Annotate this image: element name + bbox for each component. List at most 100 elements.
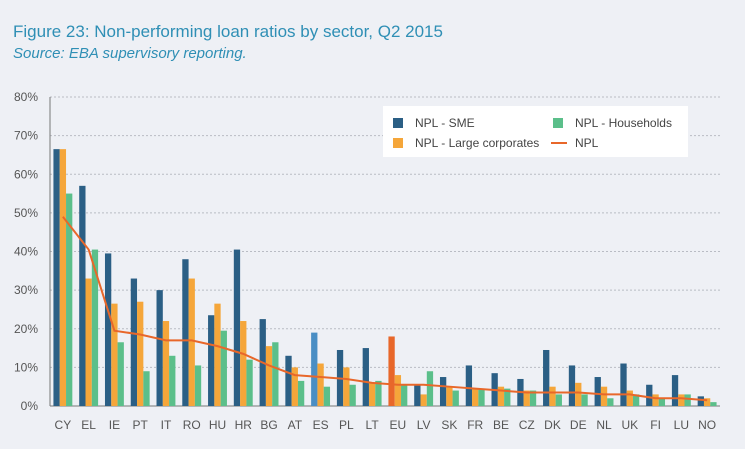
figure-title-text: Non-performing loan ratios by sector, Q2… — [94, 22, 443, 41]
bar — [504, 388, 511, 406]
bar — [452, 390, 459, 406]
bar — [323, 386, 331, 406]
x-tick-label: HU — [209, 418, 226, 432]
bar — [194, 365, 202, 406]
bar — [632, 394, 640, 406]
x-tick-label: DK — [544, 418, 561, 432]
y-tick-label: 0% — [21, 399, 39, 413]
bar — [394, 375, 402, 406]
bar — [703, 398, 711, 406]
bar — [575, 382, 582, 406]
legend-label: NPL — [575, 136, 599, 150]
bar — [529, 390, 537, 406]
bar — [671, 375, 679, 406]
x-tick-label: SK — [441, 418, 457, 432]
bar — [697, 396, 704, 406]
y-tick-label: 60% — [14, 167, 38, 181]
x-tick-label: AT — [288, 418, 303, 432]
bar — [162, 321, 170, 406]
x-tick-label: BG — [260, 418, 277, 432]
bar — [652, 394, 659, 406]
legend-label: NPL - Large corporates — [415, 136, 539, 150]
bar — [104, 253, 112, 406]
bar — [439, 377, 447, 406]
y-tick-label: 50% — [14, 206, 38, 220]
bar — [710, 402, 717, 406]
bar — [59, 149, 67, 407]
npl-line — [62, 216, 708, 402]
x-tick-label: FI — [650, 418, 661, 432]
bar — [678, 394, 685, 406]
bar — [117, 342, 124, 406]
bar — [646, 384, 653, 406]
bar — [317, 363, 324, 406]
x-tick-label: PT — [133, 418, 149, 432]
bar — [79, 185, 86, 406]
legend-label: NPL - Households — [575, 116, 672, 130]
bar — [523, 390, 530, 406]
bar — [349, 384, 356, 406]
bar — [297, 380, 305, 406]
bar — [343, 367, 350, 406]
x-tick-label: IE — [109, 418, 120, 432]
bar — [265, 346, 273, 406]
x-tick-label: LV — [417, 418, 431, 432]
y-tick-label: 80% — [14, 90, 38, 104]
x-tick-label: FR — [467, 418, 483, 432]
bar — [684, 394, 691, 406]
x-tick-label: CY — [55, 418, 72, 432]
bar — [362, 348, 369, 406]
bar — [53, 149, 60, 407]
bar — [555, 394, 562, 406]
bar — [401, 384, 408, 406]
x-tick-label: RO — [183, 418, 201, 432]
y-tick-label: 10% — [14, 360, 38, 374]
bar — [246, 359, 253, 406]
bar — [543, 349, 550, 406]
bar — [478, 388, 485, 406]
x-tick-label: LU — [674, 418, 689, 432]
x-tick-label: DE — [570, 418, 587, 432]
y-tick-label: 30% — [14, 283, 38, 297]
x-tick-label: CZ — [519, 418, 535, 432]
x-tick-label: EL — [81, 418, 96, 432]
bar — [568, 365, 576, 406]
bar — [375, 380, 382, 406]
x-tick-label: IT — [161, 418, 172, 432]
bar — [311, 332, 318, 406]
bar — [472, 388, 479, 406]
bar — [607, 398, 614, 406]
bar — [137, 301, 144, 406]
legend-label: NPL - SME — [415, 116, 475, 130]
bar — [156, 290, 163, 406]
y-tick-label: 40% — [14, 245, 38, 259]
x-tick-label: EU — [390, 418, 407, 432]
bar — [143, 371, 150, 406]
bar — [594, 377, 601, 406]
x-tick-label: PL — [339, 418, 354, 432]
bar — [91, 249, 99, 406]
bar — [188, 278, 195, 406]
bar — [626, 390, 633, 406]
bar — [658, 398, 666, 406]
x-tick-label: NO — [698, 418, 716, 432]
bar — [220, 330, 227, 406]
legend-swatch — [393, 138, 403, 148]
bar — [285, 355, 292, 406]
x-tick-label: BE — [493, 418, 509, 432]
bar — [214, 303, 221, 406]
bar — [272, 342, 279, 406]
bar — [446, 386, 453, 406]
bar — [414, 384, 421, 406]
bar — [420, 394, 427, 406]
bar — [368, 382, 376, 406]
legend-swatch — [393, 118, 403, 128]
bar — [111, 303, 118, 406]
bar — [388, 336, 395, 406]
bar — [291, 367, 298, 406]
legend-box — [383, 106, 688, 157]
bar — [85, 278, 92, 406]
bar — [66, 193, 73, 406]
